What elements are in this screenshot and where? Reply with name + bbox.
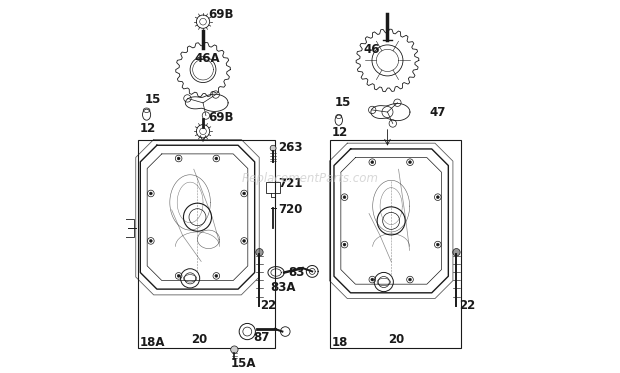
- Circle shape: [343, 243, 346, 246]
- Bar: [124, 219, 133, 238]
- Bar: [138, 140, 275, 348]
- Bar: [267, 182, 280, 193]
- Text: 721: 721: [278, 178, 303, 191]
- Circle shape: [242, 239, 246, 242]
- Text: 12: 12: [332, 126, 348, 139]
- Circle shape: [453, 248, 460, 256]
- Circle shape: [436, 243, 440, 246]
- Text: 83: 83: [288, 266, 304, 279]
- Text: 18: 18: [332, 336, 348, 349]
- Text: 46A: 46A: [195, 52, 221, 65]
- Text: 47: 47: [429, 106, 446, 119]
- Circle shape: [409, 278, 412, 281]
- Text: 263: 263: [278, 141, 303, 154]
- Text: 15: 15: [145, 93, 161, 106]
- Circle shape: [436, 196, 440, 199]
- Text: ReplacementParts.com: ReplacementParts.com: [242, 172, 378, 185]
- Text: 20: 20: [191, 333, 208, 346]
- Text: 69B: 69B: [208, 8, 234, 21]
- Text: 83A: 83A: [270, 281, 296, 294]
- Circle shape: [371, 278, 374, 281]
- Circle shape: [231, 346, 238, 353]
- Circle shape: [215, 157, 218, 160]
- Circle shape: [371, 161, 374, 164]
- Bar: [330, 140, 461, 348]
- Text: 18A: 18A: [140, 336, 165, 349]
- Text: 15: 15: [335, 96, 352, 109]
- Circle shape: [215, 275, 218, 278]
- Circle shape: [149, 192, 153, 195]
- Text: 22: 22: [260, 299, 277, 312]
- Circle shape: [177, 275, 180, 278]
- Text: 46: 46: [364, 43, 380, 56]
- Text: 12: 12: [140, 122, 156, 135]
- Text: 15A: 15A: [231, 357, 256, 370]
- Circle shape: [149, 239, 153, 242]
- Text: 22: 22: [459, 299, 476, 312]
- Text: 87: 87: [253, 331, 269, 344]
- Circle shape: [343, 196, 346, 199]
- Circle shape: [177, 157, 180, 160]
- Text: 69B: 69B: [208, 111, 234, 124]
- Circle shape: [409, 161, 412, 164]
- Circle shape: [242, 192, 246, 195]
- Text: 720: 720: [278, 203, 303, 216]
- Text: 20: 20: [388, 333, 404, 346]
- Circle shape: [256, 248, 263, 256]
- Circle shape: [270, 145, 276, 151]
